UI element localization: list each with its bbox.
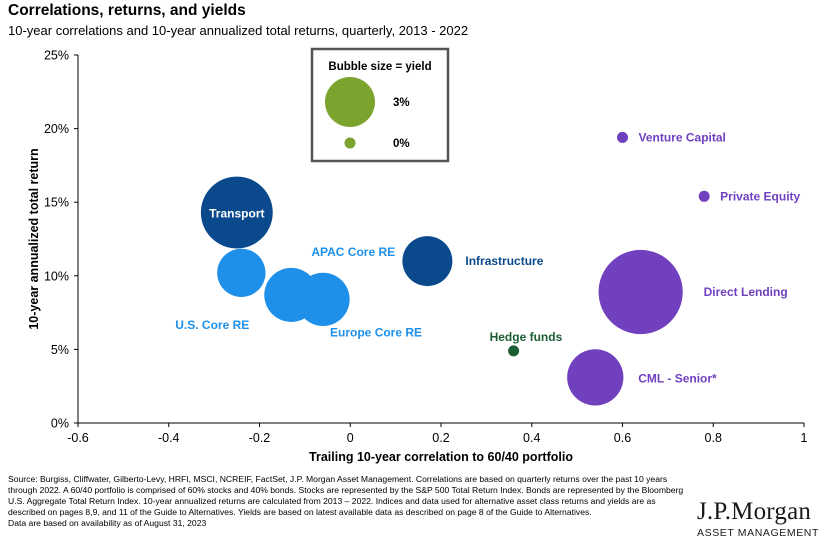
bubble-label: CML - Senior* (638, 371, 717, 385)
x-tick-label: 0.8 (705, 431, 722, 445)
source-footnote: Source: Burgiss, Cliffwater, Gilberto-Le… (8, 474, 688, 529)
chart-title: Correlations, returns, and yields (8, 2, 246, 19)
x-tick-label: 0.4 (523, 431, 540, 445)
x-tick-label: 0 (347, 431, 354, 445)
availability-note: Data are based on availability as of Aug… (8, 518, 207, 529)
bubble-apac-core-re (217, 248, 266, 298)
bubble-europe-core-re (296, 272, 350, 326)
bubble-cml-senior (567, 349, 624, 406)
bubble-label: Direct Lending (704, 285, 788, 299)
bubble-direct-lending (598, 249, 683, 335)
bubble-chart: -0.6 -0.4 -0.2 0 0.2 0.4 0.6 0.8 10%5%10%15%20%2… (27, 47, 808, 464)
bubble-label: Venture Capital (639, 130, 726, 144)
legend-bubble (325, 77, 375, 127)
x-tick-label: -0.2 (249, 431, 271, 445)
y-tick-label: 5% (51, 343, 69, 357)
source-text: Source: Burgiss, Cliffwater, Gilberto-Le… (8, 474, 684, 518)
logo-name: J.P.Morgan (697, 498, 812, 525)
legend-title: Bubble size = yield (328, 61, 431, 73)
bubble-private-equity (698, 190, 710, 202)
bubble-label: APAC Core RE (311, 245, 395, 259)
chart-subtitle: 10-year correlations and 10-year annuali… (8, 23, 469, 38)
bubble-label: Hedge funds (490, 330, 563, 344)
jpmorgan-logo: J.P.Morgan ASSET MANAGEMENT (697, 498, 825, 539)
legend-label: 0% (393, 138, 410, 150)
bubble-label: Europe Core RE (330, 325, 422, 339)
legend-label: 3% (393, 97, 410, 109)
x-tick-label: -0.4 (158, 431, 180, 445)
y-tick-label: 20% (44, 122, 69, 136)
y-tick-label: 0% (51, 417, 69, 431)
x-tick-label: -0.6 (67, 431, 89, 445)
x-tick-label: 0.6 (614, 431, 631, 445)
bubble-label: Private Equity (720, 189, 800, 203)
x-tick-label: 0.2 (432, 431, 449, 445)
bubble-label: Transport (209, 207, 264, 221)
y-tick-label: 15% (44, 196, 69, 210)
y-axis-title: 10-year annualized total return (27, 148, 41, 329)
bubble-venture-capital (617, 131, 628, 143)
y-tick-label: 10% (44, 269, 69, 283)
bubble-label: Infrastructure (465, 254, 543, 268)
legend-bubble (344, 137, 356, 149)
bubble-transport (200, 176, 273, 249)
bubble-label: U.S. Core RE (175, 318, 249, 332)
logo-subtitle: ASSET MANAGEMENT (697, 527, 820, 539)
x-tick-label: 1 (801, 431, 808, 445)
y-tick-label: 25% (44, 49, 69, 63)
bubble-infrastructure (402, 236, 453, 287)
bubble-hedge-funds (508, 345, 520, 357)
x-axis-title: Trailing 10-year correlation to 60/40 po… (309, 450, 573, 464)
